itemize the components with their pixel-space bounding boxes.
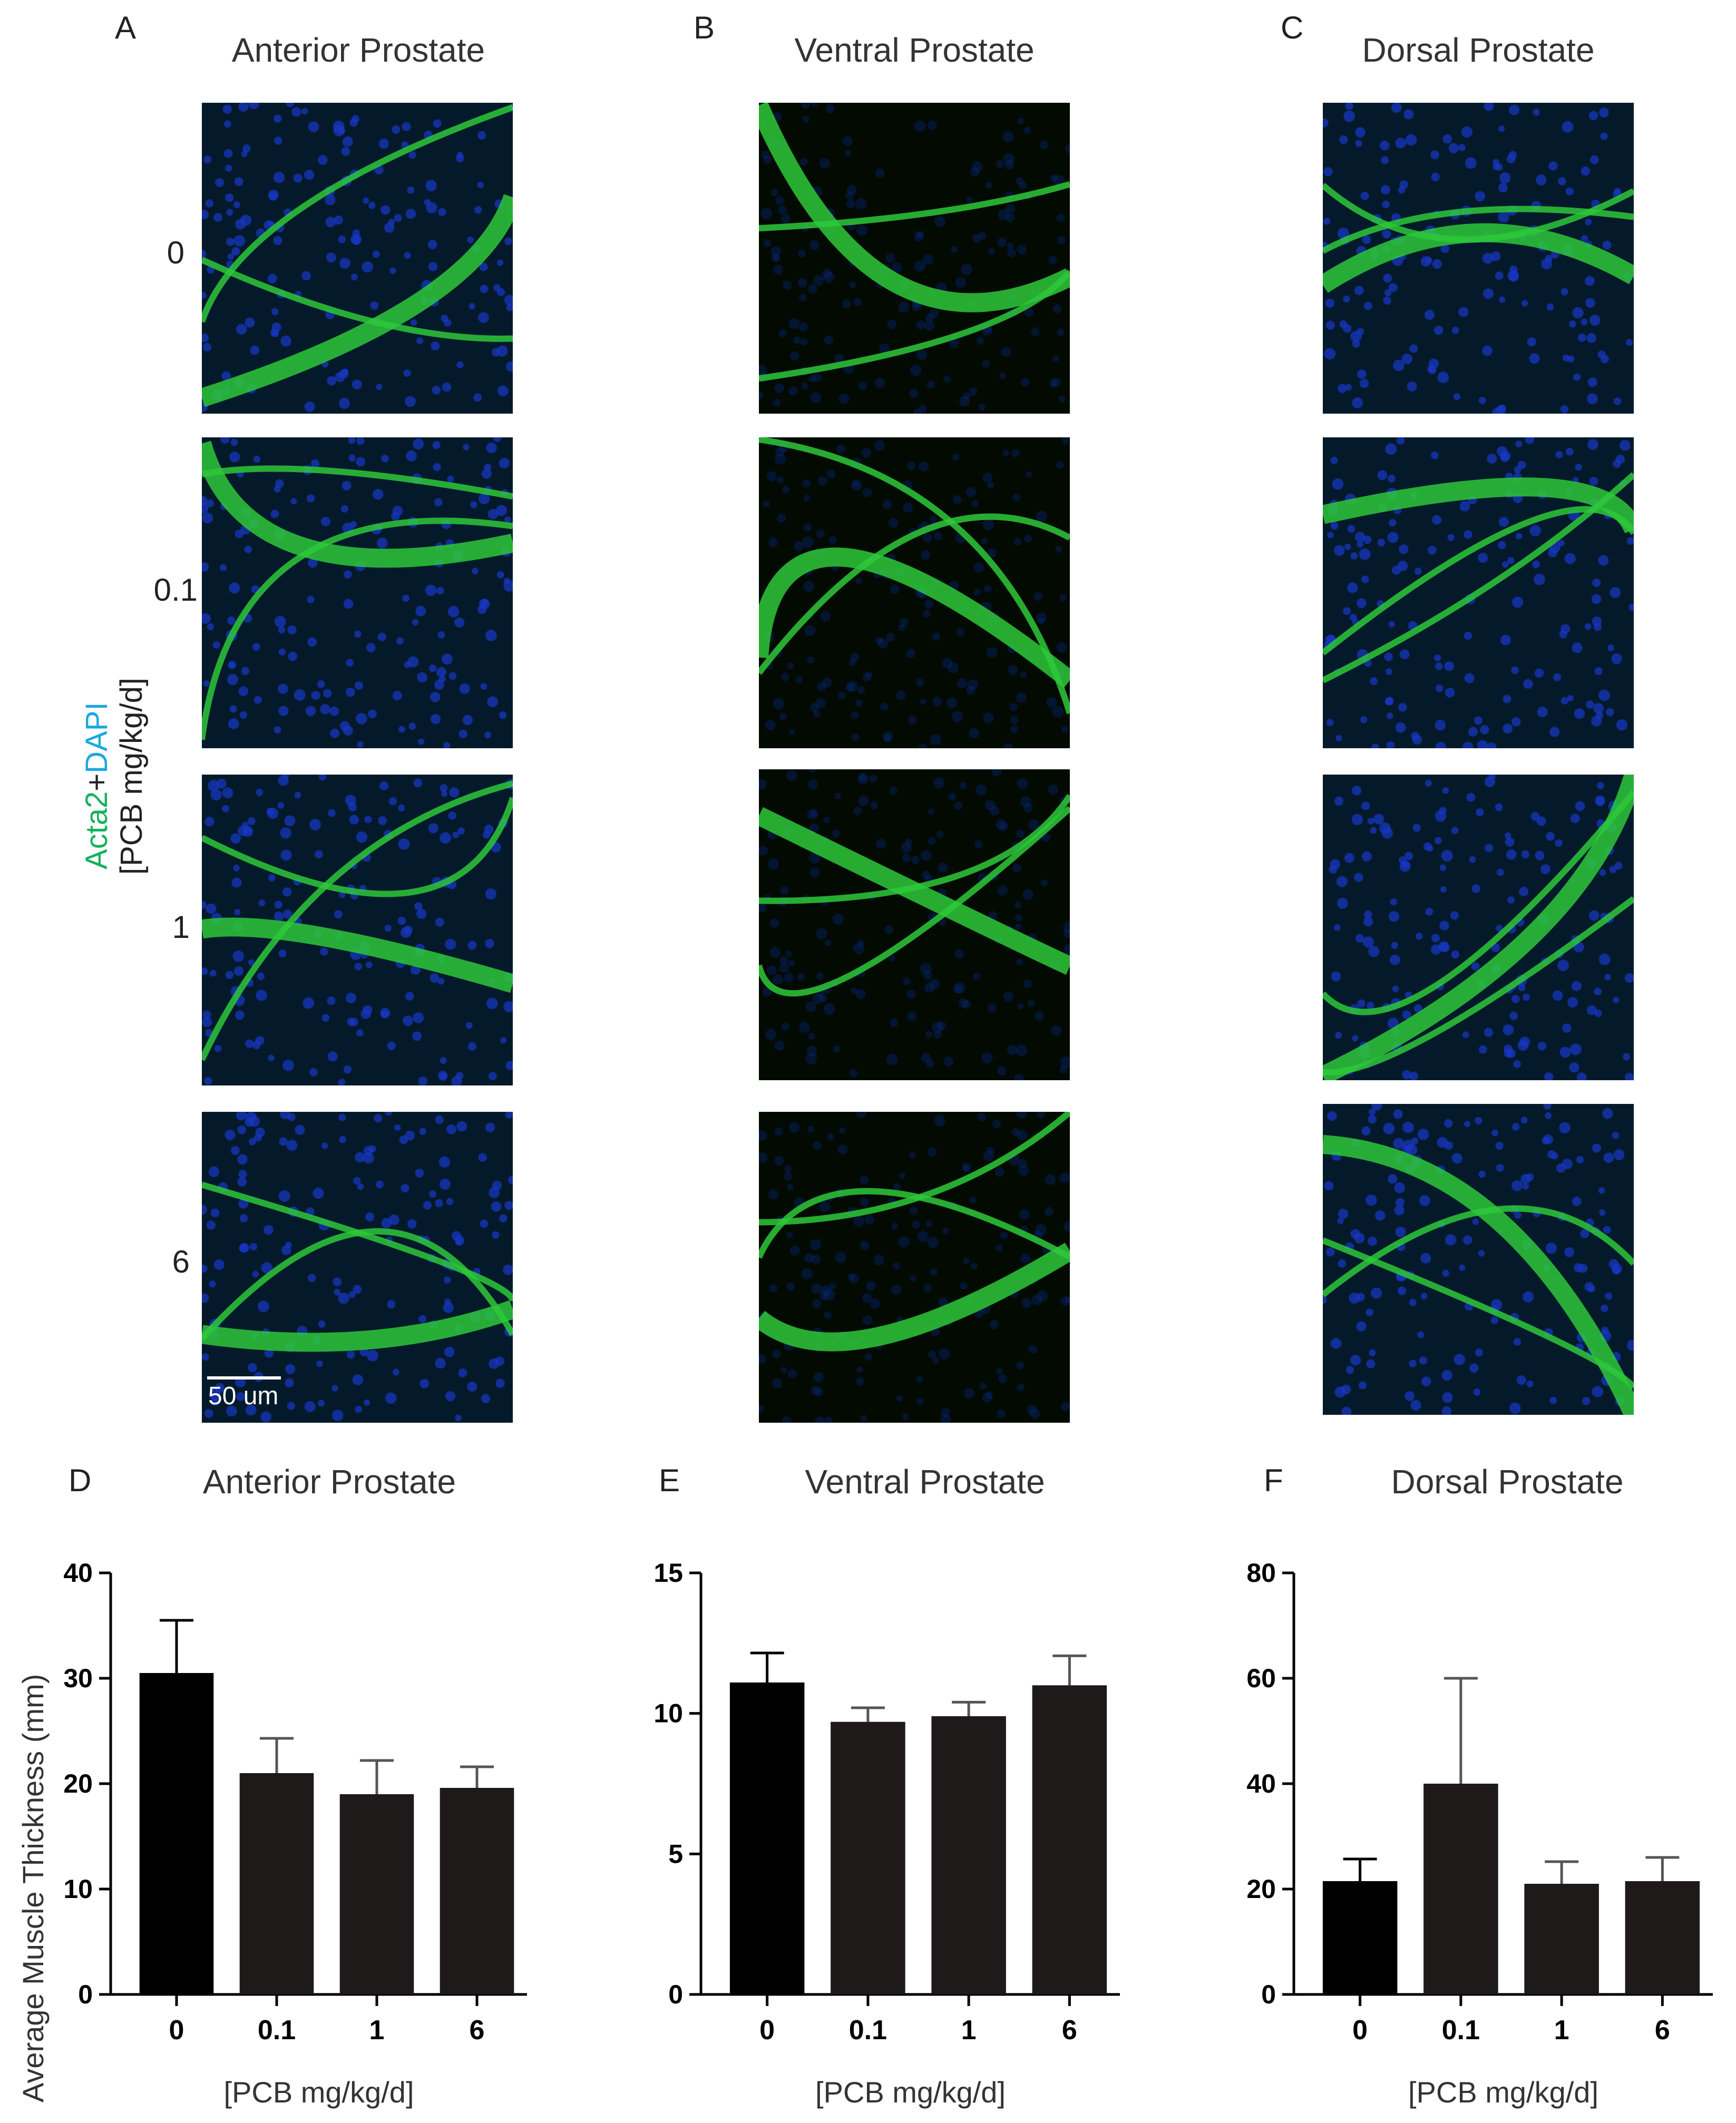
y-tick-label-ventral-0: 0 xyxy=(668,1980,683,2009)
x-tick-label-ventral-1: 1 xyxy=(961,2015,977,2046)
x-tick-label-anterior-0.1: 0.1 xyxy=(258,2015,296,2046)
title-dorsal-micrographs: Dorsal Prostate xyxy=(1362,31,1595,69)
bar-dorsal-0.1 xyxy=(1423,1784,1498,1994)
x-tick-label-anterior-1: 1 xyxy=(369,2015,385,2046)
panel-letter-b: B xyxy=(694,10,715,45)
row-label-dose-6: 6 xyxy=(172,1244,190,1279)
bar-anterior-6 xyxy=(440,1788,514,1994)
micrograph-ventral-dose-6 xyxy=(759,1112,1070,1423)
bar-dorsal-0 xyxy=(1322,1881,1398,1994)
x-axis-label-anterior: [PCB mg/kg/d] xyxy=(223,2076,414,2109)
bar-anterior-0 xyxy=(139,1673,214,1994)
x-axis-label-ventral: [PCB mg/kg/d] xyxy=(815,2076,1006,2109)
panel-letter-c: C xyxy=(1281,10,1304,45)
y-tick-label-dorsal-80: 80 xyxy=(1246,1558,1276,1588)
x-tick-label-ventral-0: 0 xyxy=(759,2015,775,2046)
x-tick-label-anterior-6: 6 xyxy=(470,2015,485,2046)
micrograph-dorsal-dose-6 xyxy=(1323,1104,1634,1415)
row-label-dose-0-1: 0.1 xyxy=(153,572,198,608)
panel-letter-e: E xyxy=(659,1463,680,1498)
y-tick-label-anterior-40: 40 xyxy=(63,1558,93,1588)
chart-title-anterior: Anterior Prostate xyxy=(202,1463,456,1501)
micrograph-anterior-dose-6 xyxy=(202,1112,513,1423)
micrograph-anterior-dose-0 xyxy=(202,103,513,414)
y-tick-label-anterior-10: 10 xyxy=(63,1874,93,1904)
y-tick-label-anterior-0: 0 xyxy=(78,1980,93,2009)
row-label-dose-0: 0 xyxy=(167,235,184,270)
panel-letter-d: D xyxy=(69,1463,92,1498)
scale-bar-label: 50 um xyxy=(208,1382,279,1410)
scale-bar xyxy=(207,1376,281,1380)
micrograph-ventral-dose-0-1 xyxy=(759,437,1070,748)
bar-ventral-0 xyxy=(729,1682,805,1994)
micrograph-dorsal-dose-0-1 xyxy=(1323,437,1634,748)
y-tick-label-dorsal-60: 60 xyxy=(1246,1664,1276,1693)
y-tick-label-dorsal-40: 40 xyxy=(1246,1769,1276,1798)
title-anterior-micrographs: Anterior Prostate xyxy=(231,31,485,69)
bar-dorsal-6 xyxy=(1625,1881,1700,1994)
x-tick-label-dorsal-1: 1 xyxy=(1554,2015,1569,2046)
micrograph-anterior-dose-1 xyxy=(202,775,513,1085)
x-axis-label-dorsal: [PCB mg/kg/d] xyxy=(1408,2076,1598,2109)
y-tick-label-ventral-15: 15 xyxy=(654,1558,683,1588)
micrograph-dorsal-dose-1 xyxy=(1323,775,1634,1080)
title-ventral-micrographs: Ventral Prostate xyxy=(794,31,1035,69)
y-tick-label-ventral-10: 10 xyxy=(654,1699,683,1728)
y-tick-label-ventral-5: 5 xyxy=(668,1839,683,1868)
y-tick-label-anterior-30: 30 xyxy=(63,1664,93,1693)
micrograph-ventral-dose-1 xyxy=(759,769,1070,1080)
x-tick-label-ventral-0.1: 0.1 xyxy=(849,2015,887,2046)
bar-ventral-0.1 xyxy=(831,1721,905,1994)
bar-dorsal-1 xyxy=(1524,1884,1599,1994)
row-label-dose-1: 1 xyxy=(172,909,190,945)
x-tick-label-dorsal-0: 0 xyxy=(1352,2015,1368,2046)
x-tick-label-anterior-0: 0 xyxy=(169,2015,184,2046)
chart-title-dorsal: Dorsal Prostate xyxy=(1391,1463,1624,1501)
x-tick-label-dorsal-6: 6 xyxy=(1655,2015,1670,2046)
y-tick-label-dorsal-0: 0 xyxy=(1261,1980,1276,2009)
x-tick-label-dorsal-0.1: 0.1 xyxy=(1442,2015,1480,2046)
micrograph-dorsal-dose-0 xyxy=(1323,103,1634,414)
panel-letter-f: F xyxy=(1264,1463,1283,1498)
y-tick-label-anterior-20: 20 xyxy=(63,1769,93,1798)
x-tick-label-ventral-6: 6 xyxy=(1062,2015,1077,2046)
bar-anterior-1 xyxy=(339,1794,414,1994)
bar-anterior-0.1 xyxy=(239,1773,314,1994)
bar-ventral-6 xyxy=(1032,1685,1107,1994)
micrograph-anterior-dose-0-1 xyxy=(202,437,513,748)
y-tick-label-dorsal-20: 20 xyxy=(1246,1874,1276,1904)
micrograph-ventral-dose-0 xyxy=(759,103,1070,414)
chart-title-ventral: Ventral Prostate xyxy=(805,1463,1045,1501)
panel-letter-a: A xyxy=(115,10,136,45)
bar-ventral-1 xyxy=(931,1716,1006,1994)
